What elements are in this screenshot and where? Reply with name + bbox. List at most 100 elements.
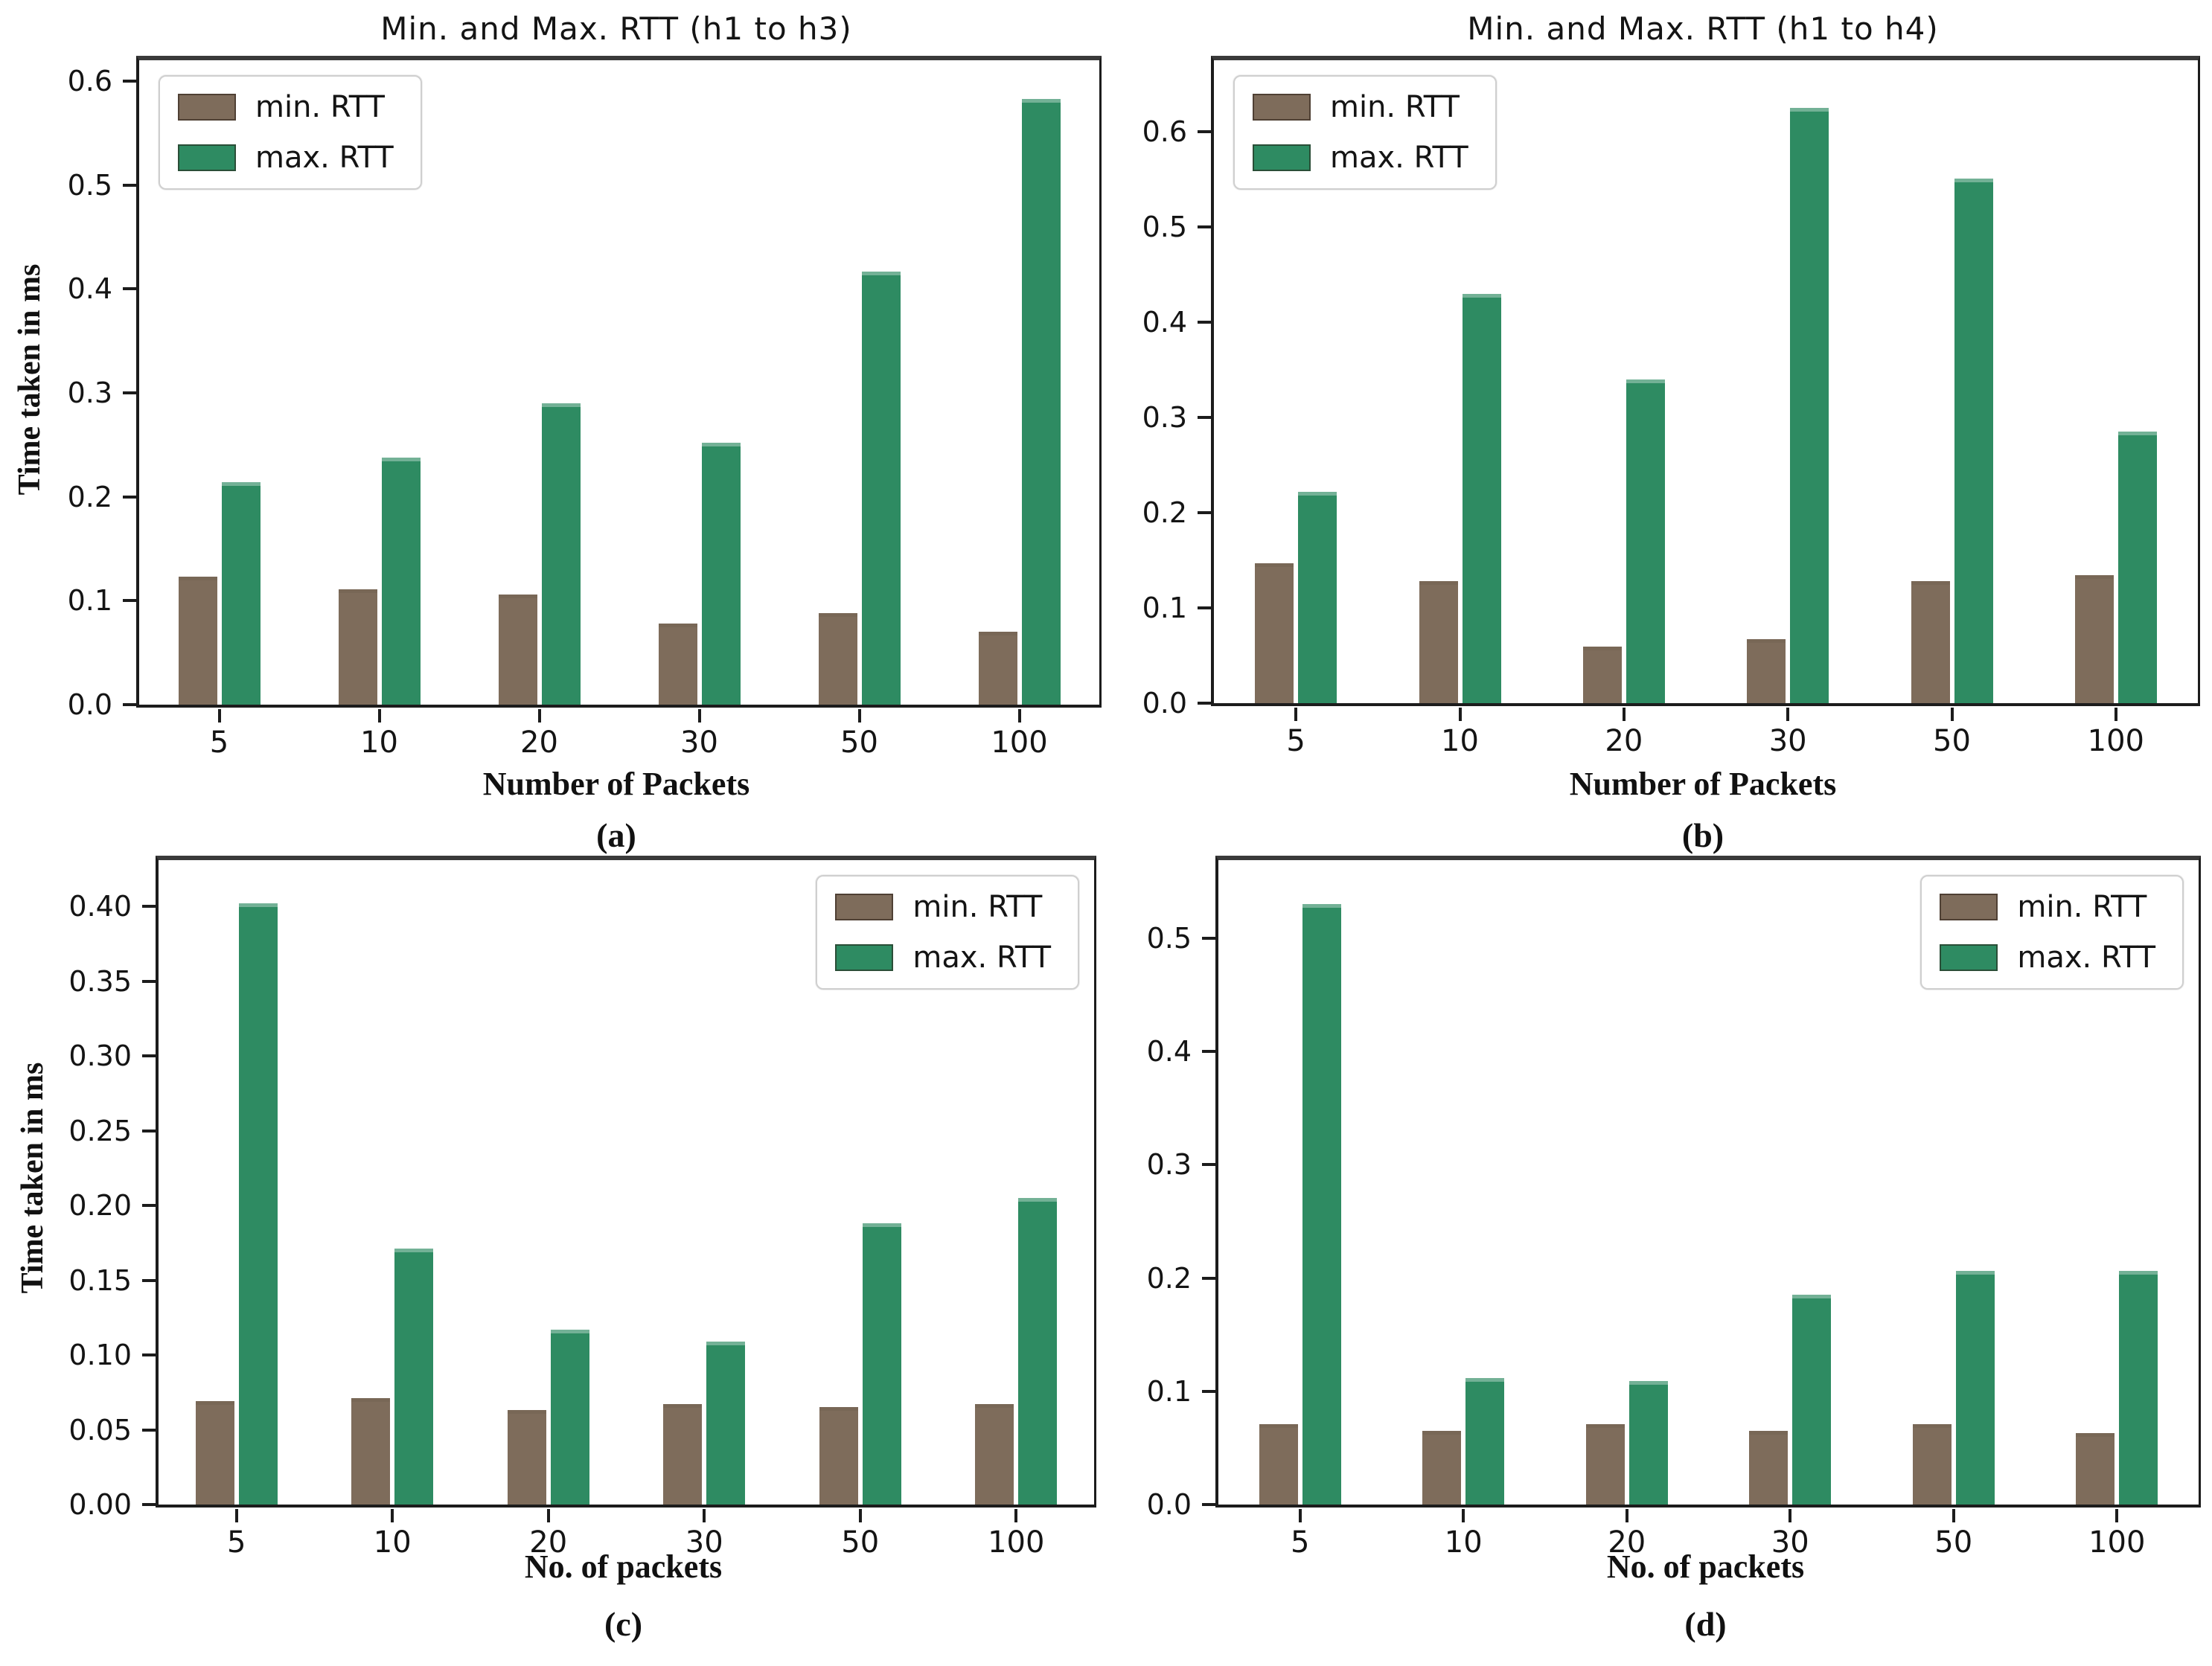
x-tick-label: 20 [520,725,558,760]
bar-max-rtt [1462,293,1501,703]
x-tick-label: 30 [680,725,718,760]
y-tick-mark [123,391,136,394]
min-rtt-swatch-icon [1940,894,1998,920]
x-tick-label: 20 [1605,724,1643,758]
legend-label: min. RTT [255,90,385,124]
plot-area: 0.0 0.1 0.2 0.3 0.4 0.5 0.6 5 10 20 30 50 100 min. RT… [1142,56,2200,758]
y-tick-mark [123,703,136,706]
bar-max-rtt [1790,108,1829,703]
legend: min. RTT max. RTT [816,875,1079,990]
x-tick-mark [1952,1509,1955,1522]
bar-max-rtt [1954,178,1993,703]
y-tick-mark [123,287,136,291]
y-tick-label: 0.15 [68,1263,132,1297]
x-tick-label: 10 [1441,724,1479,758]
y-tick-label: 0.05 [68,1413,132,1446]
x-tick-label: 50 [840,725,878,760]
y-tick-mark [1202,1503,1215,1506]
x-tick-mark [546,1509,550,1522]
y-tick-label: 0.00 [68,1488,132,1521]
x-tick-label: 20 [529,1525,568,1560]
subplot-caption: (b) [1681,816,1724,854]
bar-max-rtt [706,1342,746,1505]
bar-min-rtt [818,613,857,705]
x-axis-label: No. of packets [524,1548,723,1585]
min-rtt-swatch-icon [178,94,236,121]
y-tick-mark [142,1278,156,1282]
bar-min-rtt [498,594,537,705]
max-rtt-swatch-icon [178,144,236,171]
y-tick-label: 0.25 [68,1114,132,1147]
y-tick-label: 0.3 [1142,401,1187,434]
x-tick-label: 10 [360,725,398,760]
y-tick-label: 0.1 [67,584,112,618]
legend-label: min. RTT [1330,90,1460,124]
bar-min-rtt [978,632,1017,705]
y-tick-mark [142,905,156,909]
y-tick-label: 0.0 [1142,687,1187,720]
bar-max-rtt [861,271,901,705]
y-tick-mark [123,183,136,187]
chart-title: Min. and Max. RTT (h1 to h3) [380,10,852,47]
y-tick-mark [1202,1389,1215,1393]
y-tick-mark [142,979,156,983]
plot-area: 0.0 0.1 0.2 0.3 0.4 0.5 0.6 5 10 20 30 50 100 min. RT… [68,56,1102,760]
x-tick-mark [1950,708,1954,721]
bar-max-rtt [1021,98,1061,705]
y-tick-label: 0.3 [67,376,112,409]
legend: min. RTT max. RTT [1233,75,1497,190]
subplot-caption: (a) [596,816,636,854]
y-tick-mark [1198,702,1211,705]
y-tick-mark [142,1054,156,1058]
x-tick-mark [857,709,861,723]
x-tick-label: 50 [1933,724,1971,758]
bar-min-rtt [819,1407,858,1505]
y-tick-label: 0.4 [1142,306,1187,339]
y-tick-label: 0.20 [68,1189,132,1223]
x-axis-label: Number of Packets [482,766,750,802]
bar-min-rtt [975,1404,1014,1505]
bar-max-rtt [1628,1381,1668,1505]
bar-max-rtt [221,482,260,705]
legend-label: max. RTT [255,141,394,175]
legend: min. RTT max. RTT [159,75,422,190]
x-tick-label: 20 [1608,1525,1646,1560]
x-tick-label: 30 [685,1525,723,1560]
bar-max-rtt [701,443,741,705]
bar-min-rtt [1912,1423,1952,1505]
x-tick-label: 10 [373,1525,412,1560]
legend-label: max. RTT [1330,141,1468,175]
bar-max-rtt [1626,379,1665,703]
bar-min-rtt [195,1401,234,1505]
y-tick-label: 0.0 [67,688,112,721]
y-tick-mark [1198,416,1211,419]
max-rtt-swatch-icon [1253,144,1311,171]
x-tick-mark [2114,708,2117,721]
x-tick-mark [703,1509,706,1522]
y-tick-label: 0.30 [68,1039,132,1073]
legend-entry: min. RTT [1940,890,2155,924]
bar-max-rtt [1465,1377,1505,1505]
y-tick-mark [1198,511,1211,514]
legend-label: min. RTT [2017,890,2147,924]
bar-min-rtt [1419,581,1458,703]
legend-entry: max. RTT [1940,941,2155,975]
bar-min-rtt [2074,575,2114,703]
x-axis-label: Number of Packets [1569,766,1837,802]
y-tick-label: 0.6 [1142,115,1187,148]
legend: min. RTT max. RTT [1920,875,2184,990]
bar-min-rtt [1747,639,1786,703]
y-tick-mark [1202,937,1215,941]
y-tick-label: 0.1 [1142,592,1187,624]
y-tick-mark [123,79,136,83]
bar-min-rtt [351,1398,391,1505]
legend-label: min. RTT [912,890,1043,924]
x-tick-mark [1294,708,1298,721]
y-tick-label: 0.0 [1146,1488,1192,1521]
x-tick-mark [858,1509,862,1522]
y-tick-mark [1198,130,1211,133]
bar-min-rtt [658,624,697,705]
y-tick-mark [1198,321,1211,324]
y-tick-mark [123,495,136,499]
bar-min-rtt [338,589,377,705]
